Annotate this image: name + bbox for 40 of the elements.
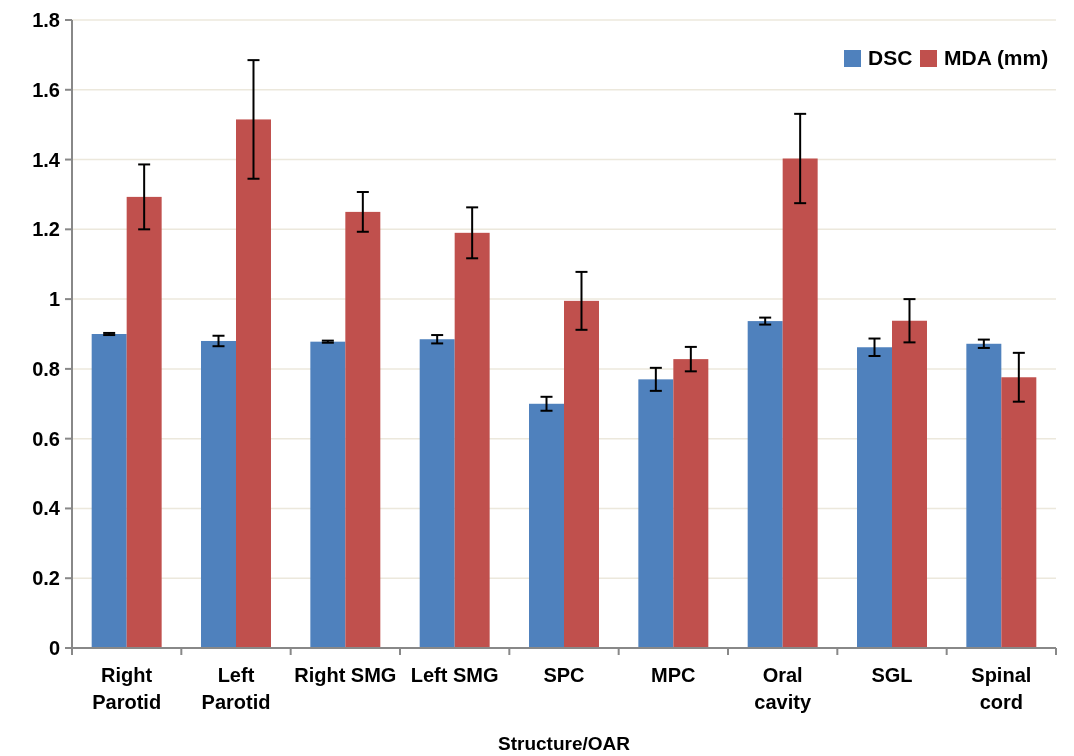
x-tick-label: Oral cavity: [754, 664, 812, 713]
y-tick-label: 0.8: [32, 357, 60, 380]
y-tick-label: 0.2: [32, 567, 60, 590]
y-tick-label: 1.4: [32, 148, 61, 171]
y-tick-label: 1: [48, 288, 60, 311]
bar: [126, 196, 162, 648]
bar: [892, 320, 927, 648]
bar: [310, 341, 346, 648]
bar: [91, 334, 127, 648]
bar: [454, 232, 490, 648]
bar: [857, 347, 892, 648]
x-tick-label: SPC: [543, 664, 585, 686]
bar: [564, 300, 599, 648]
bar: [236, 119, 271, 648]
bar: [345, 211, 381, 648]
x-tick-label: Left Parotid: [201, 664, 271, 713]
y-tick-label: 1.2: [32, 218, 60, 241]
x-tick-label: Right Parotid: [92, 664, 162, 713]
legend-label: MDA (mm): [944, 46, 1049, 70]
bar: [782, 158, 818, 648]
x-tick-label: MPC: [651, 664, 696, 686]
bar: [747, 321, 783, 648]
x-axis-title: Structure/OAR: [498, 733, 631, 754]
x-tick-label: Spinal cord: [971, 664, 1032, 713]
bar: [201, 340, 236, 648]
bar: [638, 379, 674, 648]
x-tick-label: SGL: [871, 664, 913, 686]
y-tick-label: 0.6: [32, 427, 60, 450]
bar: [419, 339, 455, 648]
x-tick-label: Left SMG: [410, 664, 499, 686]
x-tick-label: Right SMG: [294, 664, 397, 686]
bar: [529, 403, 564, 648]
bar: [673, 359, 709, 648]
bar: [966, 343, 1002, 648]
y-tick-label: 0.4: [32, 497, 61, 520]
y-tick-label: 1.6: [32, 78, 60, 101]
y-tick-label: 0: [48, 637, 60, 659]
legend-label: DSC: [868, 46, 913, 70]
y-tick-label: 1.8: [32, 9, 60, 31]
bar: [1001, 377, 1037, 648]
